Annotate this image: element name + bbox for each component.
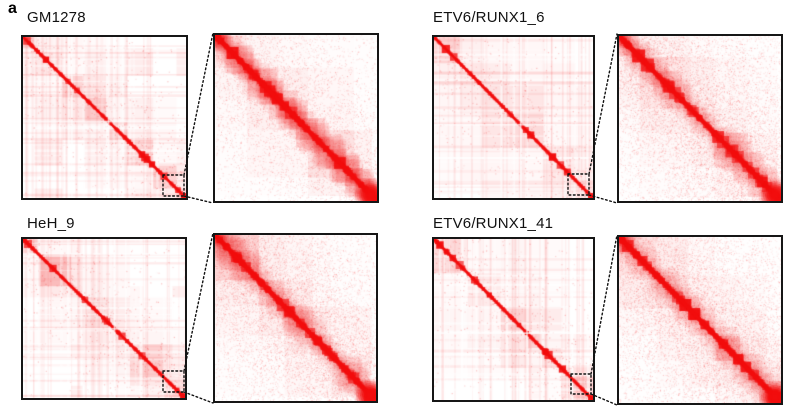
sample-title-etv6-runx1-41: ETV6/RUNX1_41	[433, 215, 554, 232]
sample-title-etv6-runx1-6: ETV6/RUNX1_6	[433, 9, 545, 26]
hic-matrix-etv6-runx1-41	[432, 237, 595, 402]
hic-matrix-etv6-runx1-6	[432, 35, 595, 200]
hic-zoom-inset-gm1278	[213, 33, 379, 203]
zoom-connector-lower	[183, 391, 214, 404]
zoom-connector-upper	[183, 32, 214, 176]
sample-title-gm1278: GM1278	[27, 9, 86, 26]
panel-label: a	[8, 0, 17, 17]
hic-zoom-inset-heh-9	[213, 233, 378, 403]
hic-zoom-inset-etv6-runx1-6	[617, 34, 783, 203]
zoom-connector-lower	[183, 195, 214, 204]
hic-matrix-heh-9	[21, 237, 187, 400]
hic-matrix-gm1278	[21, 35, 188, 200]
hic-zoom-inset-etv6-runx1-41	[617, 235, 783, 405]
sample-title-heh-9: HeH_9	[27, 215, 75, 232]
zoom-connector-upper	[183, 232, 214, 372]
